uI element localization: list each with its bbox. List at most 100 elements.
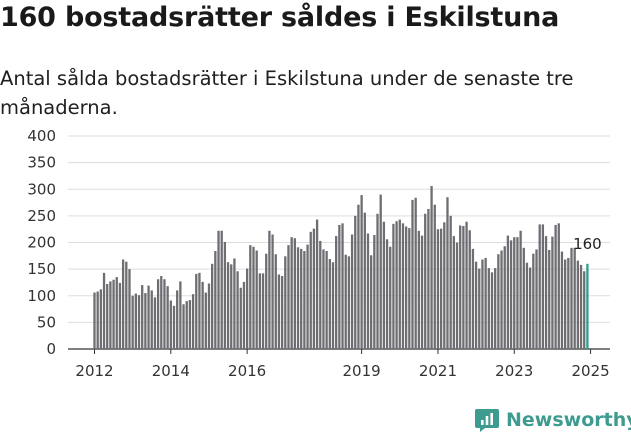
bar	[230, 264, 233, 349]
bar	[481, 259, 484, 349]
bar	[284, 256, 287, 349]
bar	[532, 253, 535, 349]
y-tick-label: 200	[27, 234, 56, 252]
brand-name: Newsworthy	[506, 409, 631, 431]
bar	[163, 279, 166, 349]
bar	[300, 248, 303, 349]
bar	[449, 215, 452, 350]
bar	[411, 199, 414, 349]
bar	[141, 285, 144, 349]
bar	[303, 251, 306, 349]
bar	[509, 240, 513, 349]
bar	[176, 290, 179, 349]
bar	[226, 262, 230, 349]
bar	[468, 230, 471, 349]
bar	[554, 224, 557, 349]
bar	[525, 262, 529, 349]
bar	[277, 274, 281, 349]
bar	[443, 222, 446, 349]
bar	[529, 267, 532, 349]
bar	[293, 238, 296, 349]
bar	[452, 236, 455, 349]
bar	[363, 212, 366, 349]
bar	[484, 257, 487, 349]
bar	[395, 221, 398, 349]
bar	[455, 242, 459, 349]
bar	[217, 230, 220, 349]
y-tick-label: 100	[27, 287, 56, 305]
bar	[487, 268, 490, 349]
bar	[560, 251, 564, 349]
bar	[172, 305, 176, 349]
bar	[118, 282, 122, 349]
bar	[519, 230, 522, 349]
bar	[500, 250, 503, 349]
bar	[214, 251, 217, 349]
bar	[513, 237, 516, 349]
bar	[160, 276, 163, 349]
bar	[563, 259, 567, 349]
bar	[245, 268, 249, 349]
bar	[195, 273, 198, 349]
chart-subtitle: Antal sålda bostadsrätter i Eskilstuna u…	[0, 67, 574, 119]
bar	[567, 257, 570, 349]
bar	[430, 186, 433, 349]
bar	[424, 213, 427, 349]
bar	[385, 239, 389, 349]
bar	[325, 251, 328, 349]
bar	[252, 246, 255, 349]
chart-title: 160 bostadsrätter såldes i Eskilstuna	[0, 2, 560, 33]
bar	[96, 291, 99, 349]
bar	[344, 254, 347, 349]
bar	[573, 247, 576, 349]
bar	[198, 272, 201, 349]
y-tick-label: 0	[46, 340, 56, 358]
bar	[541, 224, 545, 349]
bar	[125, 261, 128, 349]
x-tick-label: 2021	[419, 362, 457, 380]
bar	[417, 230, 421, 349]
bar	[322, 249, 325, 349]
bar	[551, 236, 554, 349]
bar	[290, 237, 293, 349]
newsworthy-icon	[475, 409, 499, 432]
bar	[309, 231, 312, 349]
bar	[439, 228, 443, 349]
bar	[347, 256, 351, 349]
bar	[274, 254, 277, 349]
bar	[478, 268, 481, 349]
bar	[137, 295, 141, 349]
bar	[341, 223, 344, 349]
y-tick-label: 400	[27, 127, 56, 145]
bar	[427, 208, 430, 349]
bar	[401, 223, 405, 349]
bar	[280, 276, 284, 349]
bar	[156, 279, 160, 349]
bar	[239, 287, 242, 349]
bar	[166, 286, 169, 349]
bar	[242, 281, 246, 349]
bar	[258, 273, 262, 349]
bar	[211, 263, 214, 349]
bar	[207, 283, 211, 349]
bar	[328, 259, 331, 349]
bar	[287, 245, 290, 349]
bar	[169, 300, 172, 349]
x-tick-label: 2012	[75, 362, 113, 380]
bar	[131, 295, 134, 349]
bar	[99, 289, 103, 349]
y-tick-label: 350	[27, 154, 56, 172]
bar-chart: 0 50 100 150 200 250 300 350 400 2012 2014 2016 201…	[27, 127, 610, 380]
bar	[548, 249, 551, 349]
bar	[236, 271, 239, 349]
bar	[433, 204, 436, 349]
bar	[312, 228, 316, 349]
x-tick-label: 2025	[571, 362, 609, 380]
bar	[420, 235, 424, 349]
bar	[392, 223, 395, 349]
y-tick-label: 250	[27, 207, 56, 225]
bar	[255, 250, 258, 349]
bar	[134, 293, 137, 349]
y-tick-label: 300	[27, 180, 56, 198]
bar	[315, 219, 319, 349]
